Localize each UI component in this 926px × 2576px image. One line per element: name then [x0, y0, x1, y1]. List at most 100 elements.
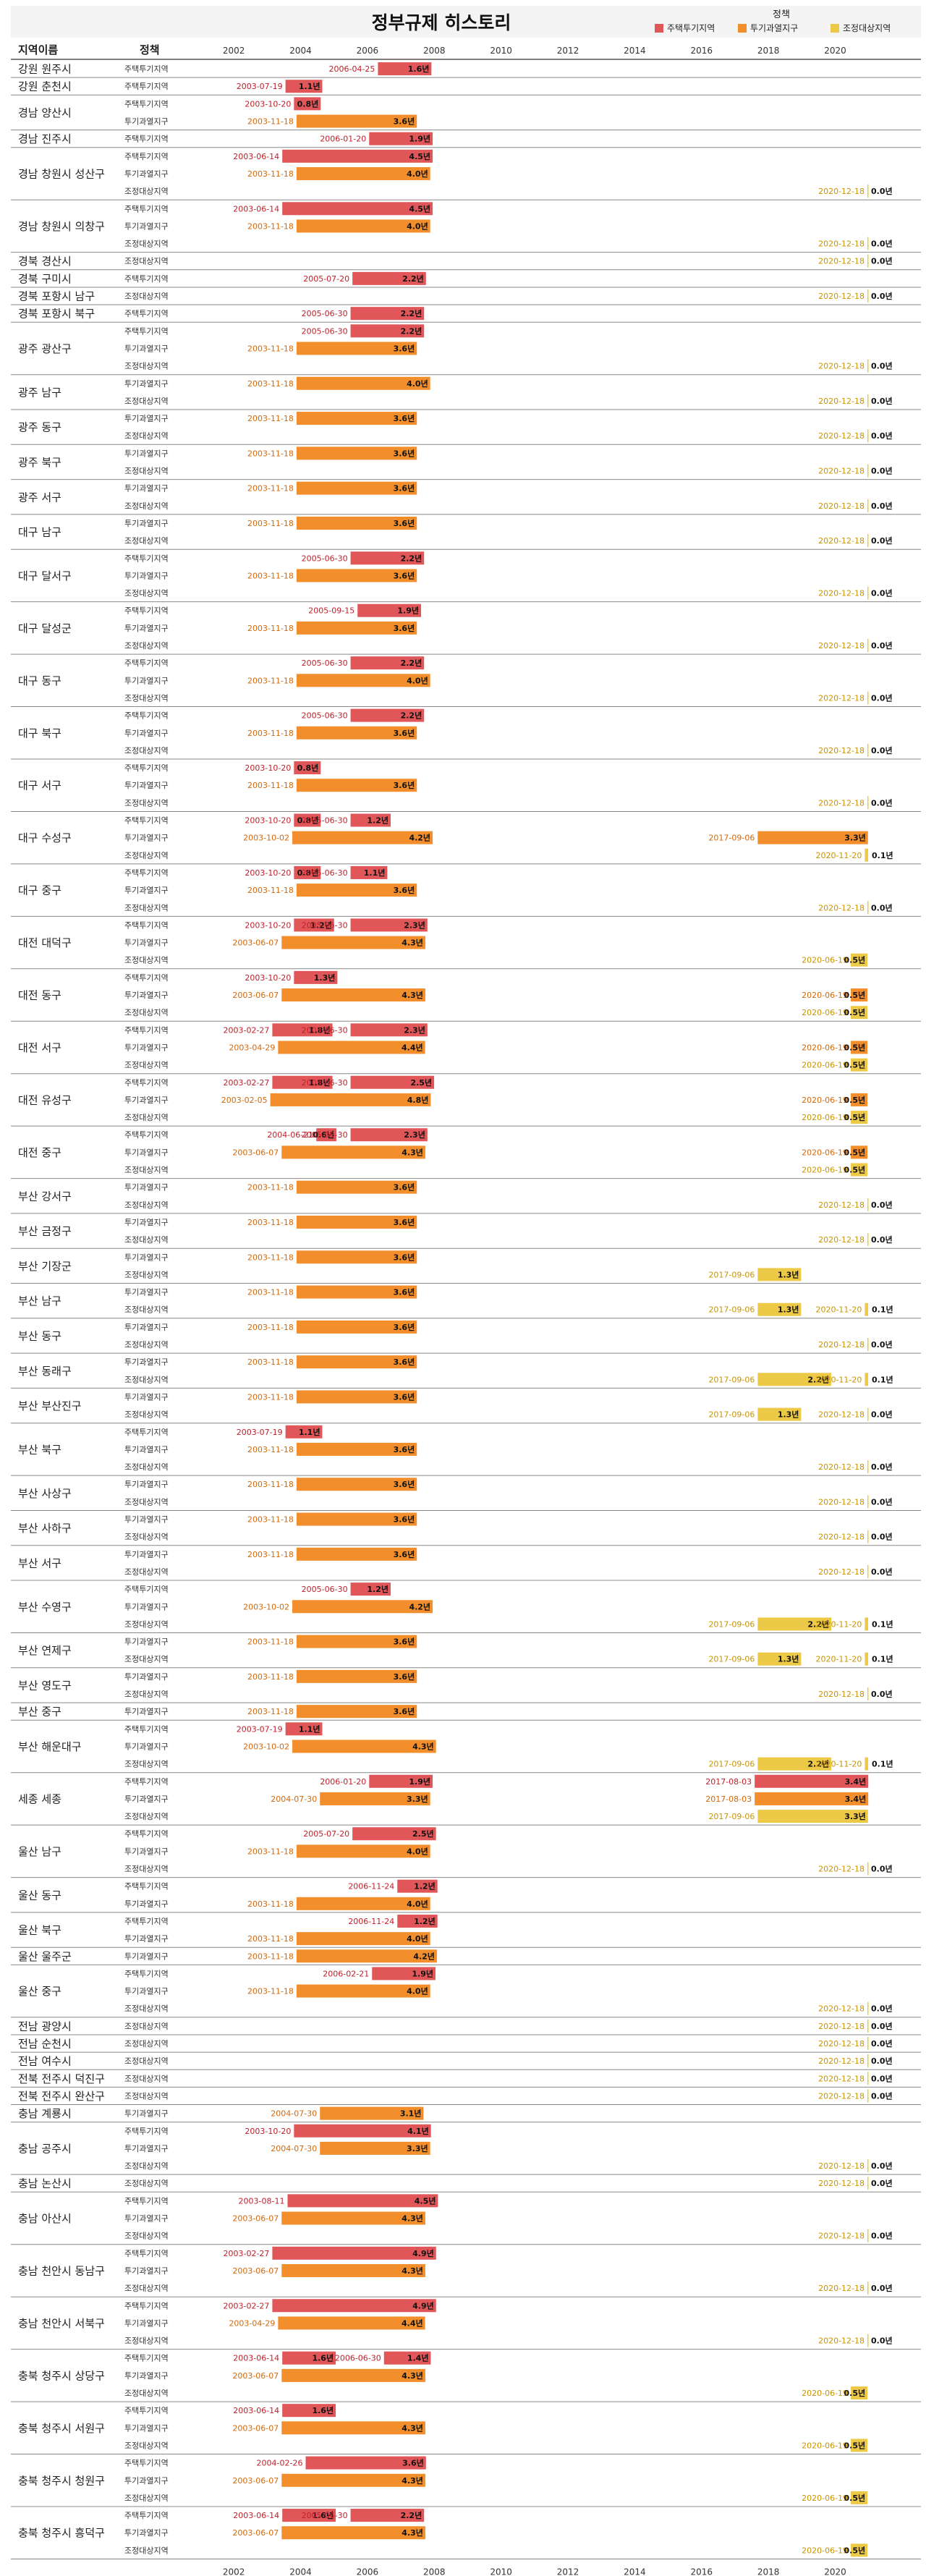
- start-date-label: 2020-06-19: [802, 2389, 848, 2398]
- duration-label: 1.1년: [299, 1427, 320, 1437]
- region-label: 부산 서구: [18, 1556, 61, 1569]
- duration-label: 3.6년: [394, 1252, 415, 1262]
- start-date-label: 2020-06-19: [802, 1043, 848, 1052]
- policy-label: 투기과열지구: [124, 2371, 169, 2381]
- duration-label: 4.0년: [407, 169, 428, 179]
- bar: [867, 2281, 869, 2295]
- bar: [867, 2229, 869, 2242]
- region-label: 충북 청주시 청원구: [18, 2474, 105, 2487]
- policy-label: 조정대상지역: [124, 956, 169, 965]
- policy-label: 투기과열지구: [124, 2528, 169, 2538]
- start-date-label: 2017-09-06: [708, 1410, 755, 1420]
- policy-label: 투기과열지구: [124, 1742, 169, 1751]
- policy-label: 투기과열지구: [124, 571, 169, 580]
- start-date-label: 2020-12-18: [818, 903, 865, 912]
- region-label: 대전 대덕구: [18, 936, 72, 949]
- bar: [352, 1827, 436, 1841]
- start-date-label: 2005-06-30: [302, 816, 348, 826]
- duration-label: 1.6년: [312, 2510, 334, 2520]
- bar: [350, 865, 388, 879]
- duration-label: 4.4년: [402, 2318, 423, 2328]
- start-date-label: 2005-07-20: [303, 1829, 349, 1839]
- bar: [292, 1600, 433, 1614]
- duration-label: 0.0년: [871, 396, 893, 406]
- duration-label: 3.6년: [394, 1182, 415, 1192]
- x-tick-label: 2010: [490, 2567, 512, 2576]
- policy-label: 주택투기지역: [124, 973, 169, 983]
- duration-label: 0.0년: [871, 2021, 893, 2031]
- region-column-header: 지역이름: [18, 43, 58, 56]
- policy-label: 주택투기지역: [124, 2127, 169, 2136]
- policy-label: 주택투기지역: [124, 99, 169, 109]
- bar: [281, 2368, 425, 2382]
- x-tick-label: 2004: [289, 2567, 312, 2576]
- start-date-label: 2020-12-18: [818, 2232, 865, 2241]
- start-date-label: 2020-12-18: [818, 1340, 865, 1350]
- x-tick-label: 2008: [423, 2567, 446, 2576]
- duration-label: 3.3년: [844, 1811, 866, 1821]
- bar: [350, 1583, 391, 1596]
- start-date-label: 2020-12-18: [818, 2022, 865, 2031]
- bar: [296, 1442, 417, 1456]
- start-date-label: 2003-04-29: [229, 2318, 275, 2328]
- duration-label: 0.0년: [871, 2178, 893, 2188]
- region-group: 전북 전주시 덕진구 조정대상지역 2020-12-18 0.0년: [18, 2072, 893, 2085]
- region-group: 강원 춘천시 주택투기지역 2003-07-19 1.1년: [18, 80, 323, 93]
- bar: [755, 1792, 869, 1805]
- policy-label: 투기과열지구: [124, 344, 169, 353]
- start-date-label: 2020-11-20: [815, 1619, 862, 1629]
- bar: [281, 2211, 425, 2225]
- policy-label: 조정대상지역: [124, 397, 169, 406]
- policy-label: 주택투기지역: [124, 2354, 169, 2363]
- bar: [757, 1373, 831, 1386]
- x-tick-label: 2016: [690, 2567, 713, 2576]
- bar: [865, 1617, 869, 1631]
- region-group: 경북 포항시 남구 조정대상지역 2020-12-18 0.0년: [18, 289, 893, 303]
- legend: 주택투기지역 투기과열지구 조정대상지역: [655, 23, 891, 33]
- x-tick-label: 2012: [557, 2567, 579, 2576]
- start-date-label: 2003-11-18: [247, 1847, 294, 1856]
- policy-label: 투기과열지구: [124, 1934, 169, 1944]
- bar: [757, 831, 868, 844]
- duration-label: 4.5년: [409, 203, 430, 213]
- start-date-label: 2003-11-18: [247, 1987, 294, 1996]
- region-label: 대전 유성구: [18, 1093, 72, 1106]
- start-date-label: 2020-06-19: [802, 956, 848, 965]
- duration-label: 4.0년: [407, 1986, 428, 1996]
- policy-label: 주택투기지역: [124, 2511, 169, 2520]
- start-date-label: 2020-06-19: [802, 2441, 848, 2450]
- duration-label: 0.0년: [871, 361, 893, 371]
- duration-label: 4.3년: [402, 2266, 423, 2276]
- region-label: 강원 춘천시: [18, 80, 72, 93]
- region-label: 부산 북구: [18, 1443, 61, 1456]
- duration-label: 0.0년: [871, 291, 893, 301]
- bar: [757, 1617, 831, 1631]
- bar: [867, 237, 869, 250]
- region-label: 광주 서구: [18, 491, 61, 504]
- start-date-label: 2003-06-14: [233, 204, 279, 213]
- policy-label: 주택투기지역: [124, 1829, 169, 1839]
- duration-label: 0.0년: [871, 431, 893, 441]
- policy-label: 투기과열지구: [124, 781, 169, 790]
- duration-label: 0.5년: [844, 2493, 866, 2503]
- bar: [867, 289, 869, 303]
- start-date-label: 2003-11-18: [247, 1253, 294, 1262]
- policy-label: 주택투기지역: [124, 658, 169, 668]
- start-date-label: 2020-12-18: [818, 1865, 865, 1874]
- bar: [851, 1041, 868, 1054]
- start-date-label: 2020-11-20: [815, 851, 862, 860]
- duration-label: 0.0년: [871, 239, 893, 249]
- start-date-label: 2017-09-06: [708, 1305, 755, 1315]
- x-axis-top: 2002 2004 2006 2008 2010 2012 2014 2016 2018 2020: [223, 46, 846, 56]
- region-group: 충남 계룡시 투기과열지구 2004-07-30 3.1년: [18, 2106, 424, 2120]
- start-date-label: 2005-07-20: [303, 274, 349, 284]
- region-label: 부산 동구: [18, 1329, 61, 1342]
